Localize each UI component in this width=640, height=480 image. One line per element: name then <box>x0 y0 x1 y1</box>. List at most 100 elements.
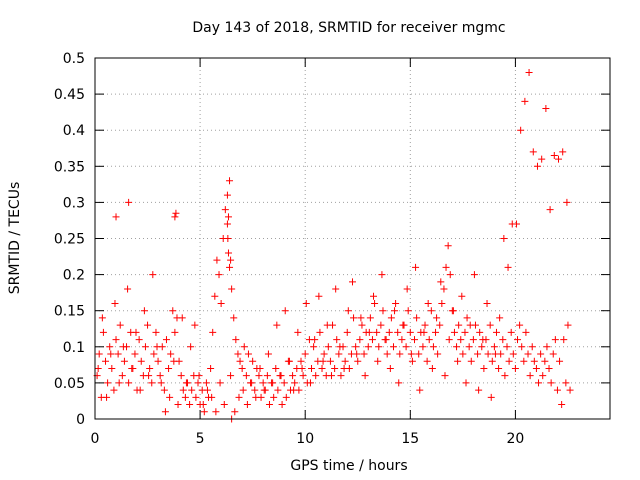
data-point <box>311 336 319 344</box>
data-point <box>495 364 503 372</box>
data-point <box>232 336 240 344</box>
data-point <box>392 299 400 307</box>
data-point <box>543 343 551 351</box>
data-point <box>499 336 507 344</box>
data-point <box>403 285 411 293</box>
data-point <box>216 379 224 387</box>
data-point <box>221 206 229 214</box>
data-point <box>298 364 306 372</box>
data-point <box>186 401 194 409</box>
data-point <box>385 328 393 336</box>
data-point <box>389 343 397 351</box>
data-point <box>413 314 421 322</box>
data-point <box>453 343 461 351</box>
data-point <box>236 357 244 365</box>
data-point <box>549 350 557 358</box>
data-point <box>463 314 471 322</box>
data-point <box>551 336 559 344</box>
data-point <box>437 278 445 286</box>
data-point <box>265 401 273 409</box>
data-point <box>144 321 152 329</box>
data-point <box>344 307 352 315</box>
data-point <box>152 328 160 336</box>
data-point <box>377 321 385 329</box>
data-point <box>323 321 331 329</box>
data-point <box>226 177 234 185</box>
y-tick-label: 0.15 <box>54 304 85 320</box>
data-point <box>352 343 360 351</box>
data-point <box>407 350 415 358</box>
data-point <box>408 357 416 365</box>
data-point <box>136 386 144 394</box>
data-point <box>199 401 207 409</box>
data-point <box>192 393 200 401</box>
data-point <box>492 328 500 336</box>
data-point <box>269 379 277 387</box>
data-point <box>365 328 373 336</box>
data-point <box>224 213 232 221</box>
data-point <box>528 343 536 351</box>
data-point <box>264 350 272 358</box>
data-point <box>182 379 190 387</box>
data-point <box>299 372 307 380</box>
data-point <box>290 386 298 394</box>
data-point <box>356 336 364 344</box>
data-point <box>161 408 169 416</box>
data-point <box>550 151 558 159</box>
data-point <box>125 198 133 206</box>
plot-frame <box>94 57 611 420</box>
data-point <box>478 343 486 351</box>
data-point <box>94 364 102 372</box>
x-tick-label: 10 <box>296 431 314 447</box>
data-point <box>108 364 116 372</box>
data-point <box>140 307 148 315</box>
data-point <box>538 155 546 163</box>
data-point <box>220 401 228 409</box>
data-point <box>165 364 173 372</box>
data-point <box>217 299 225 307</box>
data-point <box>310 343 318 351</box>
data-point <box>358 321 366 329</box>
data-point <box>226 263 234 271</box>
data-point <box>491 350 499 358</box>
data-point <box>517 126 525 134</box>
data-point <box>457 336 465 344</box>
data-point <box>341 357 349 365</box>
data-point <box>281 307 289 315</box>
data-point <box>116 321 124 329</box>
y-tick-label: 0.25 <box>54 232 85 248</box>
data-point <box>224 235 232 242</box>
data-point <box>118 372 126 380</box>
data-point <box>375 343 383 351</box>
data-point <box>239 386 247 394</box>
data-point <box>415 350 423 358</box>
data-point <box>203 386 211 394</box>
data-point <box>171 328 179 336</box>
data-point <box>382 336 390 344</box>
data-point <box>459 350 467 358</box>
data-point <box>533 162 541 170</box>
data-point <box>416 386 424 394</box>
x-tick-label: 0 <box>91 431 100 447</box>
data-point <box>555 155 562 163</box>
data-point <box>526 372 534 380</box>
data-point <box>465 343 473 351</box>
data-point <box>312 372 320 380</box>
data-point <box>187 343 195 351</box>
data-point <box>326 357 334 365</box>
data-point <box>503 343 511 351</box>
data-point <box>525 68 533 76</box>
data-point <box>174 401 182 409</box>
data-point <box>364 343 372 351</box>
data-point <box>106 343 114 351</box>
data-point <box>444 242 452 250</box>
data-point <box>114 350 122 358</box>
y-tick-label: 0.1 <box>63 340 85 356</box>
data-point <box>509 350 517 358</box>
data-point <box>396 350 404 358</box>
data-point <box>167 350 175 358</box>
data-point <box>438 299 446 307</box>
data-point <box>340 364 348 372</box>
data-point <box>343 328 351 336</box>
